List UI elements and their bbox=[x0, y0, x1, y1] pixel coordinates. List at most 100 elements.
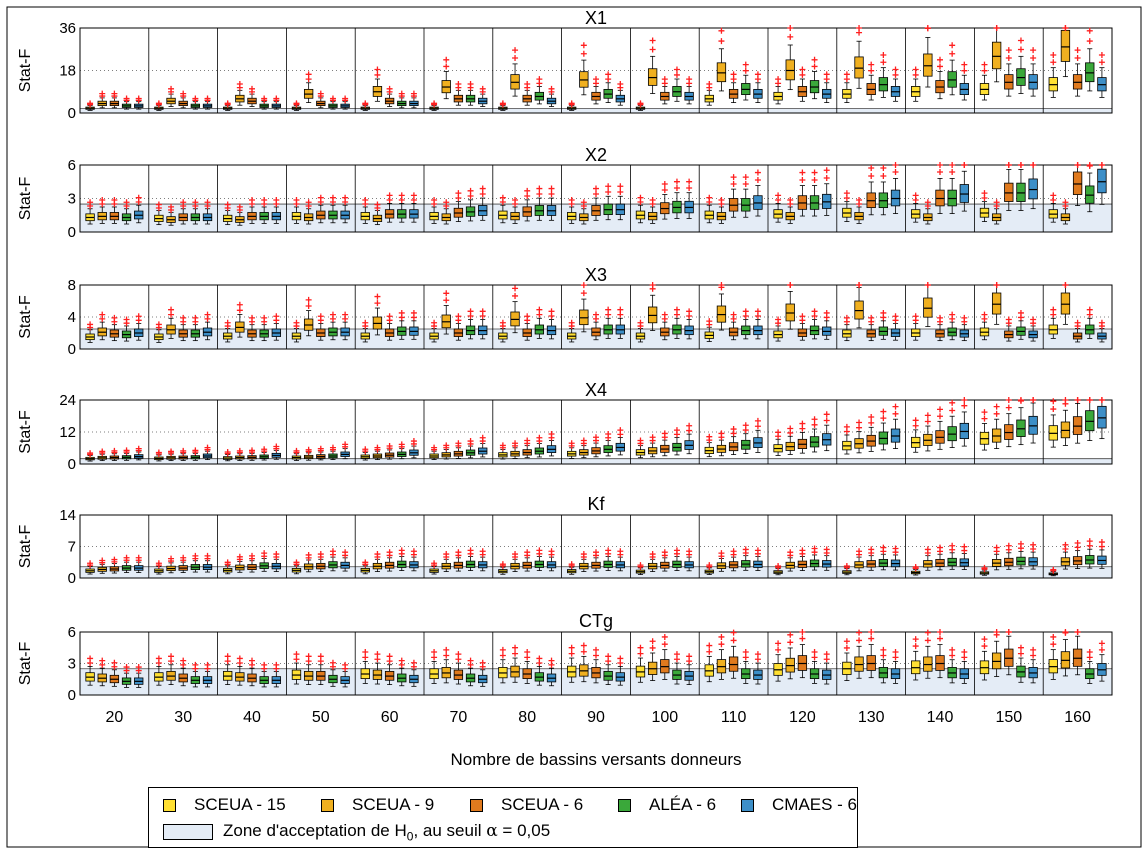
box-x3-20-al-a-6 bbox=[121, 316, 132, 342]
legend-item-sceua-9: SCEUA - 9 bbox=[321, 794, 434, 816]
box-x3-140-sceua-9 bbox=[923, 282, 933, 327]
outlier bbox=[1098, 646, 1105, 653]
outlier bbox=[135, 95, 142, 102]
x-tick-label: 150 bbox=[995, 709, 1022, 726]
box-x4-130-al-a-6 bbox=[878, 408, 889, 451]
outlier bbox=[1030, 397, 1037, 403]
outlier bbox=[329, 444, 336, 451]
box-x2-150-al-a-6 bbox=[1016, 162, 1026, 211]
outlier bbox=[293, 651, 300, 658]
box-kf-160-sceua-6 bbox=[1072, 539, 1083, 569]
box-x3-40-sceua-9 bbox=[235, 301, 245, 338]
box-x4-100-al-a-6 bbox=[672, 427, 682, 456]
box-x2-120-sceua-15 bbox=[773, 192, 783, 223]
box-x1-70-al-a-6 bbox=[465, 80, 476, 106]
box-x2-130-sceua-9 bbox=[854, 196, 864, 224]
outlier bbox=[1086, 162, 1093, 168]
outlier bbox=[192, 199, 199, 206]
legend-zone-label: Zone d'acceptation de H0, au seuil α = 0… bbox=[223, 821, 550, 843]
outlier bbox=[843, 563, 850, 570]
outlier bbox=[892, 410, 899, 417]
outlier bbox=[1086, 538, 1093, 545]
outlier bbox=[937, 168, 943, 175]
outlier bbox=[605, 547, 612, 554]
outlier bbox=[329, 311, 336, 318]
outlier bbox=[823, 411, 830, 418]
box-x2-70-sceua-15 bbox=[429, 196, 439, 224]
outlier bbox=[823, 651, 830, 658]
outlier bbox=[374, 71, 381, 78]
legend-zone-row: Zone d'acceptation de H0, au seuil α = 0… bbox=[163, 821, 550, 843]
outlier bbox=[548, 308, 555, 315]
outlier bbox=[880, 309, 887, 316]
outlier bbox=[317, 551, 324, 558]
outlier bbox=[123, 554, 130, 561]
box-x3-150-cmaes-6 bbox=[1028, 316, 1038, 342]
box bbox=[854, 56, 864, 79]
box-x2-90-al-a-6 bbox=[603, 183, 613, 221]
outlier bbox=[730, 311, 737, 318]
outlier bbox=[787, 282, 794, 288]
box-kf-160-sceua-15 bbox=[1048, 566, 1058, 577]
outlier bbox=[398, 547, 405, 554]
box-kf-110-al-a-6 bbox=[741, 546, 751, 571]
outlier bbox=[730, 180, 737, 187]
outlier bbox=[799, 420, 806, 427]
box-ctg-80-sceua-15 bbox=[498, 646, 508, 684]
outlier bbox=[362, 559, 369, 566]
box-x4-60-sceua-6 bbox=[384, 442, 395, 460]
legend-label-sceua-15: SCEUA - 15 bbox=[194, 795, 286, 814]
outlier bbox=[305, 446, 312, 453]
box-x2-80-sceua-6 bbox=[522, 187, 532, 222]
outlier bbox=[775, 76, 782, 83]
box-kf-30-cmaes-6 bbox=[202, 552, 213, 573]
outlier bbox=[787, 639, 794, 646]
box-x2-30-sceua-15 bbox=[154, 201, 164, 226]
outlier bbox=[686, 422, 693, 429]
outlier bbox=[673, 547, 680, 554]
box-kf-140-sceua-15 bbox=[911, 563, 921, 576]
box-kf-70-sceua-9 bbox=[441, 551, 451, 572]
outlier bbox=[811, 416, 818, 423]
outlier bbox=[823, 167, 830, 174]
box-x4-120-sceua-6 bbox=[797, 420, 808, 454]
outlier bbox=[1074, 47, 1081, 54]
box-x4-80-cmaes-6 bbox=[546, 430, 557, 457]
box-x3-120-sceua-15 bbox=[773, 316, 783, 342]
outlier bbox=[775, 316, 782, 323]
outlier bbox=[718, 38, 725, 45]
outlier bbox=[892, 403, 899, 410]
outlier bbox=[949, 162, 956, 168]
box-ctg-90-sceua-9 bbox=[579, 642, 589, 683]
outlier bbox=[949, 42, 956, 49]
panel-x2: 0 3 6 Stat-F X2 bbox=[17, 145, 1113, 241]
box-ctg-110-sceua-6 bbox=[728, 629, 739, 679]
box-x3-110-sceua-15 bbox=[704, 318, 714, 342]
outlier bbox=[823, 546, 830, 553]
outlier bbox=[937, 63, 943, 70]
outlier bbox=[649, 434, 656, 441]
outlier bbox=[775, 563, 782, 570]
x-tick-label: 140 bbox=[927, 709, 954, 726]
outlier bbox=[431, 560, 438, 567]
outlier bbox=[204, 552, 211, 559]
box bbox=[1028, 178, 1038, 200]
legend: SCEUA - 15 SCEUA - 9 SCEUA - 6 ALÉA - 6 … bbox=[148, 787, 858, 848]
outlier bbox=[499, 652, 506, 659]
box-x4-150-al-a-6 bbox=[1016, 397, 1026, 446]
outlier bbox=[981, 61, 988, 68]
outlier bbox=[880, 652, 887, 659]
box-x1-50-sceua-9 bbox=[303, 71, 314, 104]
box-ctg-30-sceua-6 bbox=[178, 657, 188, 687]
box-x4-140-sceua-9 bbox=[923, 412, 933, 452]
outlier bbox=[880, 59, 887, 66]
box-ctg-140-sceua-15 bbox=[911, 636, 921, 681]
outlier bbox=[374, 651, 381, 658]
box-x1-140-sceua-6 bbox=[935, 56, 945, 100]
box-x4-60-al-a-6 bbox=[397, 441, 407, 460]
outlier bbox=[99, 657, 106, 664]
box-x3-130-cmaes-6 bbox=[890, 313, 901, 341]
outlier bbox=[742, 546, 749, 553]
box-kf-100-al-a-6 bbox=[672, 547, 682, 571]
outlier bbox=[317, 445, 324, 452]
